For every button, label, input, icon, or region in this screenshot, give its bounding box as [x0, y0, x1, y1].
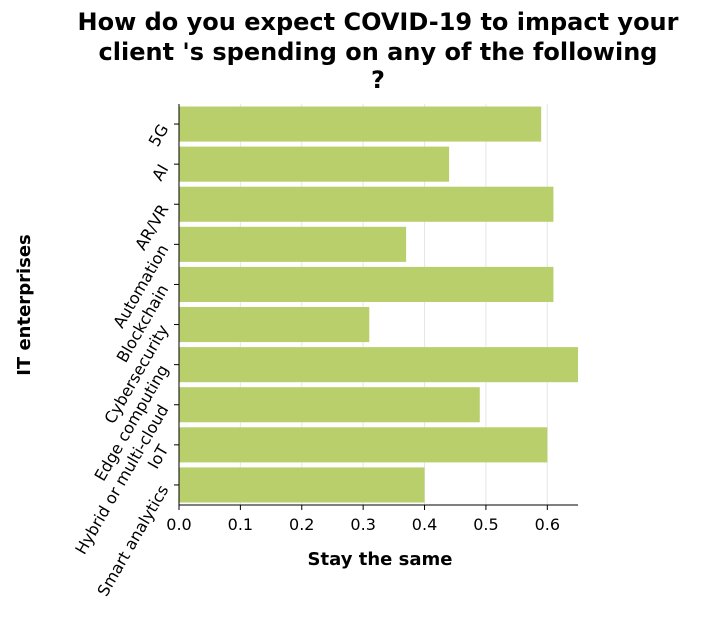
x-tick-label: 0.4 [412, 515, 437, 534]
bar [179, 146, 450, 182]
x-tick-label: 0.2 [289, 515, 314, 534]
x-tick-label: 0.3 [350, 515, 375, 534]
bar [179, 186, 554, 222]
x-tick-label: 0.5 [473, 515, 498, 534]
chart-title: How do you expect COVID-19 to impact you… [78, 8, 679, 94]
y-axis-title: IT enterprises [14, 234, 35, 376]
bar [179, 467, 425, 503]
y-tick-label: 5G [145, 121, 173, 150]
bar [179, 307, 370, 343]
bar [179, 427, 548, 463]
bar [179, 387, 480, 423]
bar [179, 226, 407, 262]
title-line-2: client 's spending on any of the followi… [99, 38, 658, 66]
bar [179, 347, 578, 383]
title-line-3: ? [371, 66, 385, 94]
x-tick-label: 0.0 [166, 515, 191, 534]
title-line-1: How do you expect COVID-19 to impact you… [78, 8, 679, 36]
y-tick-label: AI [148, 161, 172, 184]
x-tick-label: 0.1 [228, 515, 253, 534]
bar [179, 266, 554, 302]
bar [179, 106, 542, 142]
x-axis-title: Stay the same [308, 549, 453, 570]
plot-area: 0.0 0.1 0.2 0.3 0.4 0.5 0.65GAIAR/VRAutomation… [71, 104, 578, 599]
x-tick-label: 0.6 [535, 515, 560, 534]
y-tick-label: AR/VR [131, 201, 172, 253]
